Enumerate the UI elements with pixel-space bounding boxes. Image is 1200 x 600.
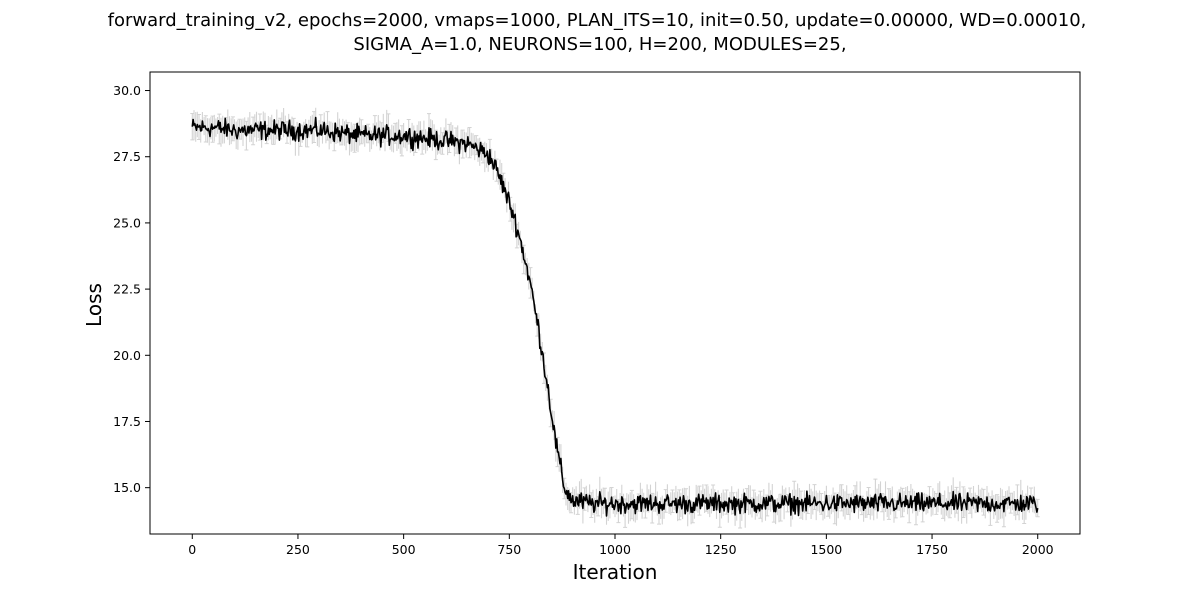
y-tick-label: 30.0 [113, 83, 141, 98]
y-tick-label: 22.5 [113, 282, 141, 297]
chart-title: forward_training_v2, epochs=2000, vmaps=… [108, 10, 1087, 31]
x-tick-label: 2000 [1022, 542, 1054, 557]
x-tick-label: 1500 [810, 542, 842, 557]
plot-frame [149, 71, 1081, 535]
x-tick-label: 250 [286, 542, 310, 557]
x-axis-ticks: 0 250 500 750 1000 1250 1500 1750 2000 [188, 534, 1054, 557]
y-axis-ticks: 15.0 17.5 20.0 22.5 25.0 27.5 30.0 [113, 83, 150, 495]
x-tick-label: 500 [392, 542, 416, 557]
y-tick-label: 15.0 [113, 480, 141, 495]
x-tick-label: 0 [188, 542, 196, 557]
x-axis-label: Iteration [573, 560, 658, 584]
error-bars [191, 107, 1039, 528]
chart-subtitle: SIGMA_A=1.0, NEURONS=100, H=200, MODULES… [353, 34, 846, 55]
y-tick-label: 17.5 [113, 414, 141, 429]
loss-line [191, 116, 1039, 517]
error-bar-caps [190, 111, 1040, 529]
x-tick-label: 1000 [599, 542, 631, 557]
plot-area [190, 107, 1040, 529]
y-axis-label: Loss [82, 283, 106, 327]
x-tick-label: 1750 [916, 542, 948, 557]
x-tick-label: 1250 [705, 542, 737, 557]
y-tick-label: 27.5 [113, 149, 141, 164]
x-tick-label: 750 [497, 542, 521, 557]
y-tick-label: 20.0 [113, 348, 141, 363]
y-tick-label: 25.0 [113, 215, 141, 230]
